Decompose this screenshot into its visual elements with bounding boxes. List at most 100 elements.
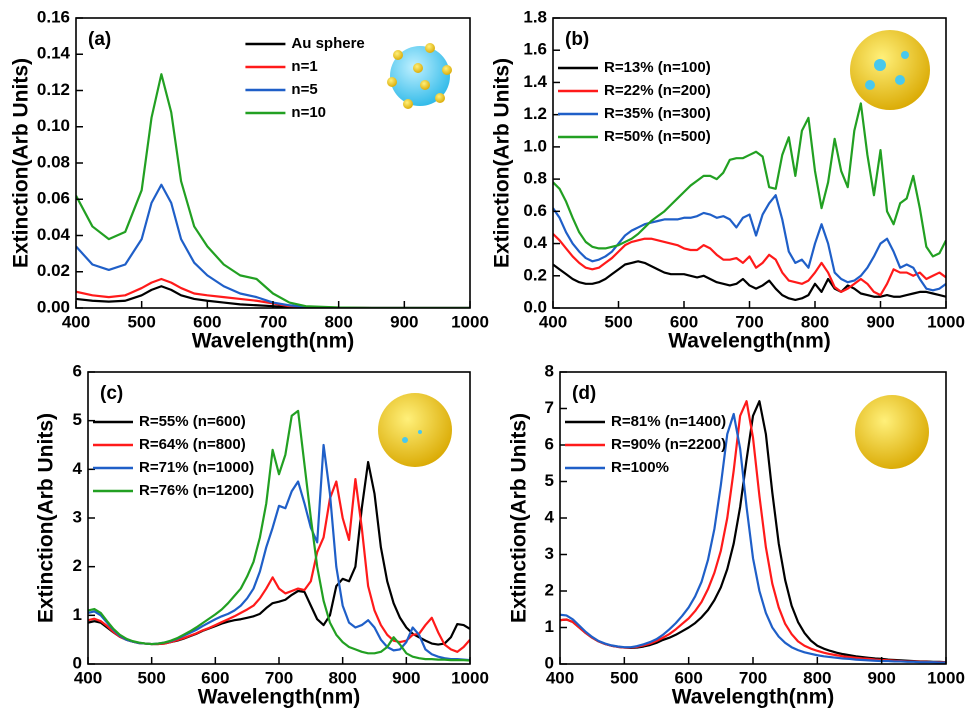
x-tick-label: 800: [324, 312, 352, 331]
series-line: [553, 194, 946, 292]
legend-label: R=64% (n=800): [139, 436, 246, 453]
x-tick-label: 1000: [927, 668, 965, 687]
y-tick-label: 0: [73, 653, 82, 672]
panel-label: (b): [565, 29, 589, 50]
y-tick-label: 0.6: [523, 201, 547, 220]
legend-label: R=71% (n=1000): [139, 459, 254, 476]
x-tick-label: 400: [62, 312, 90, 331]
series-line: [88, 409, 470, 662]
legend-label: R=100%: [611, 459, 669, 476]
y-tick-label: 8: [545, 361, 554, 380]
x-axis-label: Wavelength(nm): [668, 330, 831, 353]
y-axis-label: Extinction(Arb Units): [508, 413, 531, 623]
series-line: [76, 183, 470, 308]
legend-label: R=35% (n=300): [604, 105, 711, 122]
y-tick-label: 6: [545, 434, 554, 453]
panel-label: (c): [100, 383, 123, 404]
x-tick-label: 600: [674, 668, 702, 687]
y-tick-label: 2: [545, 580, 554, 599]
x-tick-label: 900: [392, 668, 420, 687]
y-tick-label: 3: [545, 544, 554, 563]
plot-area: [76, 73, 470, 308]
y-tick-label: 7: [545, 398, 554, 417]
y-tick-label: 4: [73, 459, 83, 478]
series-line: [553, 233, 946, 297]
y-tick-label: 1.4: [523, 72, 547, 91]
y-tick-label: 0: [545, 653, 554, 672]
y-tick-label: 4: [545, 507, 555, 526]
icon-a: [387, 43, 452, 109]
legend-label: R=76% (n=1200): [139, 482, 254, 499]
legend-label: R=22% (n=200): [604, 82, 711, 99]
legend-label: n=10: [291, 104, 326, 121]
y-tick-label: 0.10: [37, 116, 70, 135]
x-tick-label: 400: [74, 668, 102, 687]
x-tick-label: 900: [866, 312, 894, 331]
x-tick-label: 500: [604, 312, 632, 331]
y-tick-label: 5: [73, 410, 82, 429]
x-tick-label: 1000: [451, 668, 489, 687]
x-tick-label: 600: [670, 312, 698, 331]
series-line: [553, 102, 946, 258]
y-axis-label: Extinction(Arb Units): [491, 58, 514, 268]
x-tick-label: 600: [193, 312, 221, 331]
x-tick-label: 400: [546, 668, 574, 687]
plot-area: [88, 409, 470, 662]
legend-label: R=50% (n=500): [604, 128, 711, 145]
y-tick-label: 0.0: [523, 297, 547, 316]
x-tick-label: 700: [265, 668, 293, 687]
icon-b: [850, 30, 930, 110]
legend-label: R=90% (n=2200): [611, 436, 726, 453]
series-line: [76, 73, 470, 308]
legend-label: R=13% (n=100): [604, 59, 711, 76]
series-line: [553, 260, 946, 302]
x-tick-label: 500: [610, 668, 638, 687]
legend-label: n=1: [291, 58, 317, 75]
y-tick-label: 0.04: [37, 225, 71, 244]
y-tick-label: 6: [73, 361, 82, 380]
legend-label: n=5: [291, 81, 317, 98]
y-tick-label: 1.8: [523, 7, 547, 26]
x-tick-label: 500: [127, 312, 155, 331]
panel-label: (a): [88, 29, 111, 50]
x-tick-label: 1000: [451, 312, 489, 331]
x-tick-label: 700: [735, 312, 763, 331]
y-tick-label: 1.6: [523, 40, 547, 59]
x-tick-label: 900: [390, 312, 418, 331]
x-axis-label: Wavelength(nm): [672, 686, 835, 709]
icon-c: [378, 393, 452, 467]
y-tick-label: 0.8: [523, 169, 547, 188]
plot-area: [553, 102, 946, 302]
y-tick-label: 2: [73, 556, 82, 575]
x-tick-label: 700: [259, 312, 287, 331]
x-tick-label: 800: [801, 312, 829, 331]
x-tick-label: 900: [867, 668, 895, 687]
y-tick-label: 1: [545, 617, 554, 636]
x-axis-label: Wavelength(nm): [198, 686, 361, 709]
y-tick-label: 0.12: [37, 80, 70, 99]
y-tick-label: 0.02: [37, 261, 70, 280]
y-axis-label: Extinction(Arb Units): [35, 413, 58, 623]
y-tick-label: 1: [73, 605, 82, 624]
x-tick-label: 700: [739, 668, 767, 687]
x-tick-label: 800: [803, 668, 831, 687]
x-tick-label: 600: [201, 668, 229, 687]
x-tick-label: 400: [539, 312, 567, 331]
y-tick-label: 5: [545, 471, 554, 490]
y-tick-label: 0.08: [37, 152, 70, 171]
x-axis-label: Wavelength(nm): [192, 330, 355, 353]
y-tick-label: 0.14: [37, 44, 71, 63]
y-tick-label: 0.4: [523, 233, 547, 252]
y-axis-label: Extinction(Arb Units): [10, 58, 33, 268]
x-tick-label: 800: [328, 668, 356, 687]
panel-label: (d): [572, 383, 596, 404]
legend-label: R=55% (n=600): [139, 413, 246, 430]
y-tick-label: 0.16: [37, 7, 70, 26]
x-tick-label: 1000: [927, 312, 965, 331]
y-tick-label: 1.2: [523, 104, 547, 123]
y-tick-label: 1.0: [523, 136, 547, 155]
x-tick-label: 500: [137, 668, 165, 687]
y-tick-label: 0.2: [523, 265, 547, 284]
legend-label: Au sphere: [291, 35, 364, 52]
